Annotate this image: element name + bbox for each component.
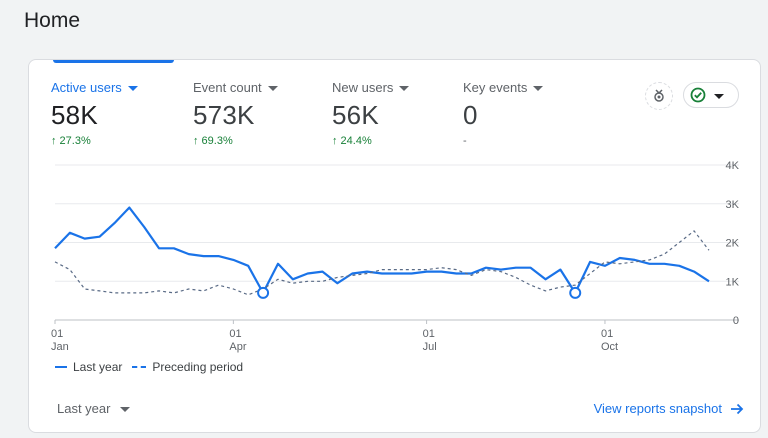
date-range-dropdown[interactable]: Last year (57, 401, 131, 416)
anomaly-marker[interactable] (257, 286, 270, 299)
chevron-down-icon (120, 407, 131, 412)
check-circle-icon (690, 87, 706, 103)
chart-legend: Last year Preceding period (55, 360, 243, 374)
metric-value: 56K (332, 100, 379, 130)
metric-change: - (463, 135, 467, 147)
y-tick-label: 2K (726, 238, 740, 250)
legend-label: Last year (73, 360, 123, 374)
legend-label: Preceding period (152, 360, 244, 374)
x-tick-month: Jan (51, 341, 69, 353)
y-tick-label: 4K (726, 160, 740, 172)
metric-value: 0 (463, 100, 478, 130)
x-tick-month: Apr (229, 341, 246, 353)
x-tick-month: Jul (423, 341, 437, 353)
metric-label-text: Active users (51, 80, 122, 95)
view-reports-snapshot-link[interactable]: View reports snapshot (594, 401, 744, 416)
y-tick-label: 0 (733, 315, 739, 327)
chevron-down-icon (127, 86, 138, 91)
series-line-last-year (54, 206, 710, 294)
metric-value: 573K (193, 100, 255, 130)
metric-tab-key-events[interactable]: Key events 0 - (463, 80, 544, 147)
x-tick-day: 01 (601, 328, 613, 340)
metric-tab-active-users[interactable]: Active users 58K ↑ 27.3% (51, 80, 138, 147)
chevron-down-icon (714, 93, 724, 99)
page-title: Home (24, 9, 81, 32)
users-line-chart: 4K 3K 2K 1K 0 01 Jan 01 Apr 01 Jul 01 Oct (29, 155, 760, 355)
x-tick-day: 01 (423, 328, 435, 340)
sparkle-badge-icon (654, 89, 664, 102)
x-tick-day: 01 (51, 328, 63, 340)
chevron-down-icon (533, 86, 544, 91)
metric-label: Key events (463, 80, 544, 95)
metric-change: ↑ 27.3% (51, 135, 91, 147)
link-label: View reports snapshot (593, 401, 722, 416)
metric-label: Event count (193, 80, 278, 95)
metric-label: Active users (51, 80, 138, 95)
y-tick-label: 1K (726, 276, 740, 288)
series-line-preceding-period (54, 230, 710, 296)
metric-label: New users (332, 80, 410, 95)
metric-change: ↑ 69.3% (193, 135, 233, 147)
date-range-label: Last year (57, 401, 111, 416)
chevron-down-icon (267, 86, 278, 91)
data-status-dropdown[interactable] (683, 82, 739, 108)
x-tick-day: 01 (229, 328, 241, 340)
legend-item-last-year: Last year (55, 360, 122, 374)
metric-label-text: Event count (193, 80, 262, 95)
anomaly-marker[interactable] (569, 286, 582, 299)
y-tick-label: 3K (726, 199, 740, 211)
metric-label-text: Key events (463, 80, 528, 95)
arrow-right-icon (731, 403, 744, 414)
insights-button[interactable] (645, 82, 673, 110)
legend-item-preceding-period: Preceding period (132, 360, 243, 374)
chevron-down-icon (399, 86, 410, 91)
metric-label-text: New users (332, 80, 394, 95)
solid-line-swatch (55, 366, 67, 368)
metric-tab-event-count[interactable]: Event count 573K ↑ 69.3% (193, 80, 278, 147)
metric-value: 58K (51, 100, 98, 130)
x-tick-month: Oct (601, 341, 618, 353)
overview-card: Active users 58K ↑ 27.3% Event count 573… (28, 59, 761, 433)
metric-tab-new-users[interactable]: New users 56K ↑ 24.4% (332, 80, 410, 147)
active-tab-indicator (53, 60, 174, 63)
dashed-line-swatch (132, 366, 147, 368)
metric-change: ↑ 24.4% (332, 135, 372, 147)
